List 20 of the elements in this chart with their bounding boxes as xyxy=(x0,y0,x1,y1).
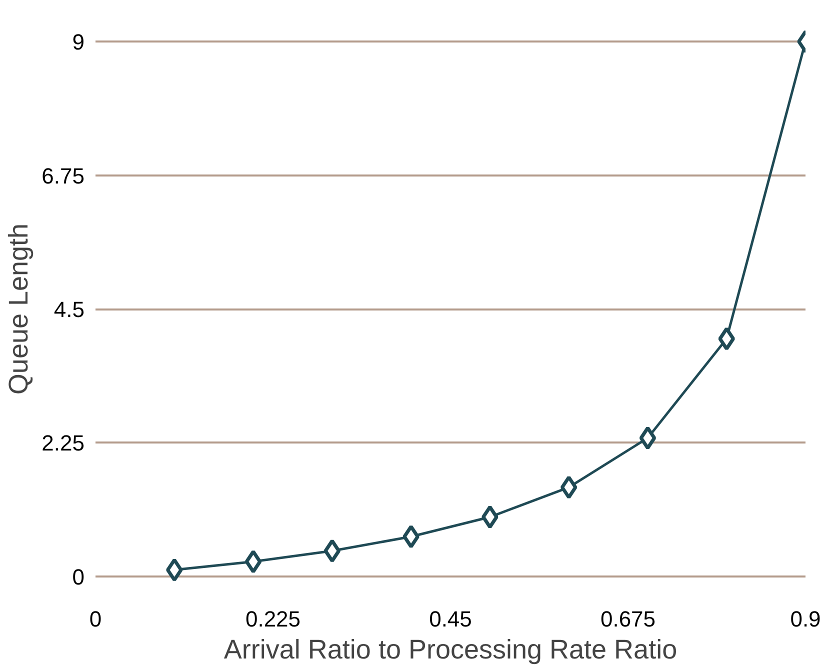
x-tick-label: 0 xyxy=(89,606,102,632)
y-tick-label: 9 xyxy=(72,30,85,55)
point xyxy=(718,326,736,350)
y-tick-label: 4.5 xyxy=(54,297,85,322)
y-tick-label: 6.75 xyxy=(42,163,85,188)
point xyxy=(324,539,341,563)
x-tick-label: 0.225 xyxy=(245,606,301,632)
point xyxy=(560,476,578,500)
y-tick-label: 2.25 xyxy=(42,430,85,456)
x-tick-label: 0.9 xyxy=(790,606,821,632)
x-axis-title: Arrival Ratio to Processing Rate Ratio xyxy=(224,634,678,664)
x-tick-label: 0.675 xyxy=(600,606,656,632)
y-axis-title: Queue Length xyxy=(4,223,34,395)
point xyxy=(482,505,498,529)
x-tick-label: 0.45 xyxy=(429,606,472,632)
point xyxy=(402,524,420,548)
point xyxy=(244,550,262,574)
point xyxy=(166,558,183,582)
y-tick-label: 0 xyxy=(72,564,85,590)
point xyxy=(639,426,656,450)
